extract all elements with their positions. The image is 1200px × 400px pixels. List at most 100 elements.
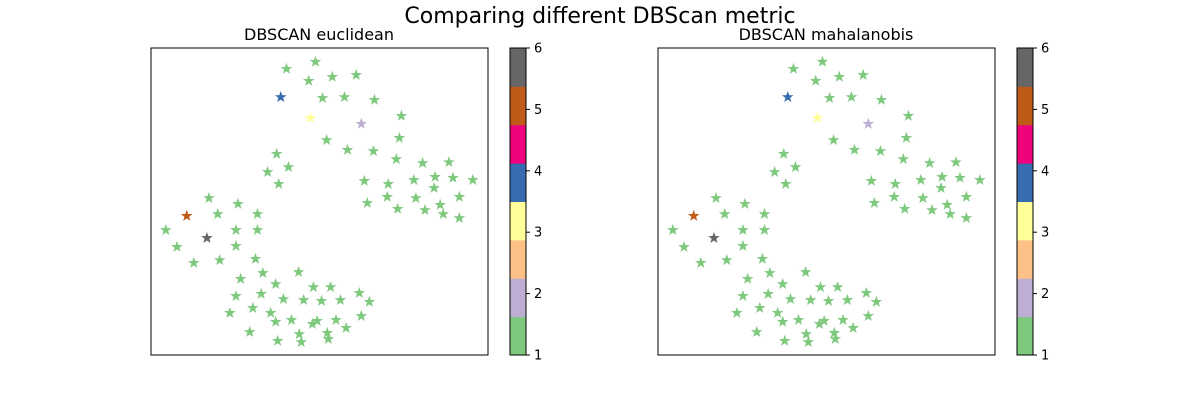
point-cluster-1 [330, 313, 342, 325]
point-cluster-1 [293, 328, 306, 340]
point-cluster-1 [762, 287, 774, 299]
point-cluster-1 [297, 293, 310, 305]
colorbar-segment [1017, 124, 1033, 164]
point-cluster-1 [828, 326, 841, 338]
point-cluster-1 [453, 190, 466, 202]
point-cluster-1 [874, 145, 887, 157]
colorbar-tick-label: 1 [1041, 349, 1049, 364]
point-cluster-1 [334, 293, 347, 305]
point-cluster-1 [416, 157, 429, 169]
point-cluster-1 [350, 68, 363, 80]
point-cluster-1 [306, 317, 319, 329]
point-cluster-2 [862, 117, 875, 129]
point-cluster-1 [324, 281, 337, 293]
point-cluster-2 [355, 117, 368, 129]
point-cluster-1 [171, 240, 183, 252]
point-cluster-1 [309, 55, 322, 67]
point-cluster-1 [255, 287, 267, 299]
point-cluster-1 [393, 131, 406, 143]
colorbar-segment [1017, 163, 1033, 203]
point-cluster-1 [865, 174, 878, 186]
point-cluster-1 [860, 286, 873, 298]
point-cluster-1 [246, 301, 259, 313]
point-cluster-1 [443, 156, 455, 168]
colorbar-segment [1017, 316, 1033, 356]
point-cluster-1 [741, 272, 754, 284]
plot-frame [657, 47, 996, 356]
figure-suptitle: Comparing different DBScan metric [404, 4, 795, 29]
colorbar-segment [510, 316, 526, 356]
point-cluster-1 [823, 91, 836, 103]
point-cluster-1 [818, 314, 830, 326]
point-cluster-1 [917, 192, 929, 204]
point-cluster-1 [870, 295, 883, 307]
point-cluster-1 [251, 207, 264, 220]
point-cluster-1 [787, 62, 800, 74]
point-cluster-1 [750, 325, 763, 337]
point-cluster-1 [428, 181, 440, 193]
scatter-points [667, 55, 986, 348]
point-cluster-1 [467, 173, 479, 185]
point-cluster-1 [900, 131, 913, 143]
point-cluster-1 [213, 254, 226, 266]
point-cluster-1 [272, 177, 285, 189]
point-cluster-1 [731, 306, 743, 318]
colorbar-frame [509, 47, 527, 356]
colorbar-segment [510, 278, 526, 318]
point-cluster-1 [848, 143, 861, 155]
point-cluster-1 [270, 147, 283, 159]
colorbar-tick-label: 6 [534, 42, 542, 57]
point-cluster-1 [453, 211, 466, 224]
point-cluster-1 [264, 306, 277, 318]
plot-frame [150, 47, 489, 356]
colorbar-frame [1016, 47, 1034, 356]
point-cluster-1 [718, 207, 731, 220]
point-cluster-1 [889, 177, 902, 189]
point-cluster-1 [391, 202, 404, 214]
point-cluster-1 [926, 203, 938, 216]
panel-title: DBSCAN euclidean [244, 25, 394, 44]
point-cluster-1 [954, 171, 966, 183]
point-cluster-1 [720, 254, 733, 266]
point-cluster-1 [804, 293, 817, 305]
point-cluster-1 [395, 109, 408, 121]
point-cluster-1 [833, 70, 846, 82]
point-cluster-1 [737, 289, 749, 301]
point-cluster-1 [756, 252, 769, 264]
point-cluster-1 [814, 281, 827, 293]
point-cluster-1 [211, 207, 224, 220]
point-cluster-1 [251, 223, 264, 235]
point-cluster-1 [429, 170, 441, 182]
point-cluster-1 [295, 336, 308, 348]
point-cluster-1 [282, 161, 295, 173]
point-cluster-1 [316, 91, 329, 103]
point-cluster-1 [875, 93, 888, 105]
point-cluster-1 [758, 207, 771, 220]
point-cluster-1 [935, 181, 947, 193]
point-cluster-1 [243, 325, 256, 337]
point-cluster-1 [437, 207, 449, 220]
point-cluster-1 [915, 173, 927, 185]
point-cluster-1 [292, 266, 305, 278]
point-cluster-1 [694, 256, 707, 268]
point-cluster-1 [390, 153, 403, 165]
point-cluster-1 [257, 266, 269, 278]
point-cluster-1 [187, 256, 200, 268]
point-cluster-1 [792, 313, 805, 325]
point-cluster-4 [274, 91, 287, 103]
point-cluster-1 [408, 173, 420, 185]
point-cluster-6 [708, 231, 720, 243]
colorbar: 1 2 3 4 5 6 [509, 42, 542, 364]
point-cluster-1 [249, 252, 262, 264]
point-cluster-1 [355, 309, 368, 321]
point-cluster-1 [269, 315, 282, 327]
point-cluster-1 [224, 306, 236, 318]
point-cluster-1 [678, 240, 690, 252]
point-cluster-1 [710, 192, 722, 204]
point-cluster-1 [960, 211, 973, 224]
point-cluster-1 [160, 223, 172, 235]
point-cluster-1 [230, 223, 242, 235]
point-cluster-1 [307, 281, 320, 293]
point-cluster-1 [809, 74, 822, 86]
colorbar-segment [1017, 201, 1033, 241]
